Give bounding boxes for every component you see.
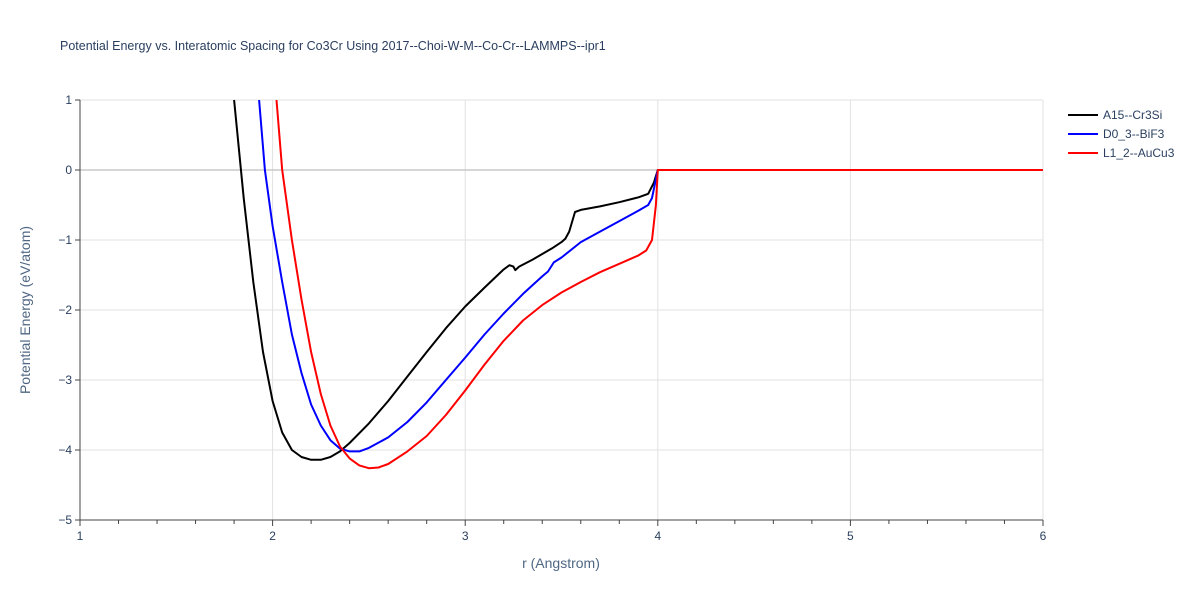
series-line-3[interactable] [275, 100, 1044, 470]
chart-title: Potential Energy vs. Interatomic Spacing… [60, 39, 606, 53]
x-tick-label: 4 [654, 529, 661, 543]
legend-item[interactable]: L1_2--AuCu3 [1068, 146, 1175, 160]
series-line-1[interactable] [233, 100, 1043, 461]
y-tick-label: 0 [65, 163, 72, 177]
y-tick-label: −3 [58, 373, 72, 387]
axes: 1 2 3 4 5 6 1 0 −1 −2 −3 −4 −5 [58, 93, 1046, 543]
series-line-2[interactable] [258, 100, 1043, 453]
legend-label: D0_3--BiF3 [1103, 127, 1165, 141]
y-axis-title: Potential Energy (eV/atom) [17, 226, 33, 394]
y-tick-label: −2 [58, 303, 72, 317]
legend[interactable]: A15--Cr3Si D0_3--BiF3 L1_2--AuCu3 [1068, 108, 1175, 160]
plot-area [233, 100, 1044, 470]
legend-item[interactable]: D0_3--BiF3 [1068, 127, 1165, 141]
x-tick-label: 3 [462, 529, 469, 543]
x-tick-label: 5 [847, 529, 854, 543]
x-tick-label: 1 [77, 529, 84, 543]
x-tick-label: 6 [1040, 529, 1047, 543]
y-tick-label: −4 [58, 443, 72, 457]
y-tick-label: 1 [65, 93, 72, 107]
y-tick-label: −5 [58, 513, 72, 527]
grid [80, 99, 1044, 520]
x-axis-title: r (Angstrom) [522, 555, 600, 571]
legend-label: L1_2--AuCu3 [1103, 146, 1175, 160]
legend-item[interactable]: A15--Cr3Si [1068, 108, 1162, 122]
y-tick-label: −1 [58, 233, 72, 247]
legend-label: A15--Cr3Si [1103, 108, 1162, 122]
x-tick-label: 2 [269, 529, 276, 543]
